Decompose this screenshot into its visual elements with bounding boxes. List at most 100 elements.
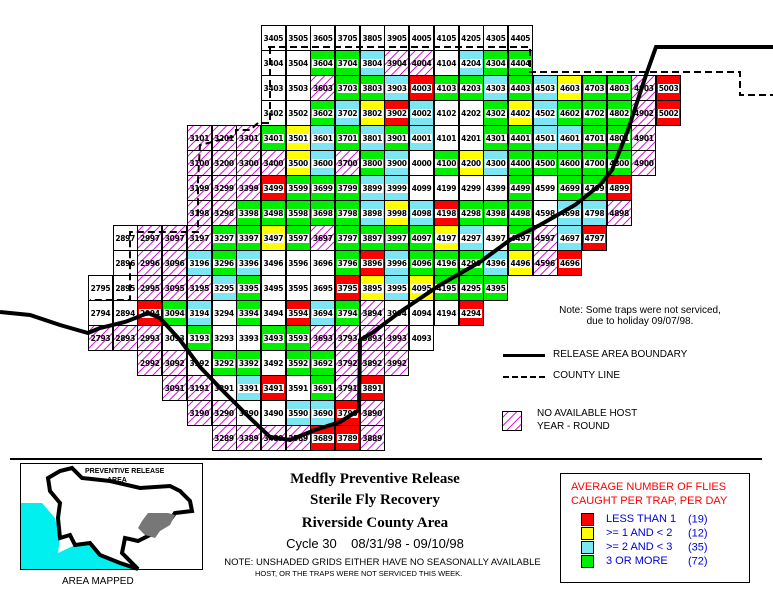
legend-title: CAUGHT PER TRAP, PER DAY xyxy=(571,495,728,507)
grid-cell: 3402 xyxy=(260,100,286,126)
grid-cell-label: 4094 xyxy=(411,308,432,318)
grid-cell: 3094 xyxy=(162,300,188,326)
grid-cell: 4294 xyxy=(458,300,484,326)
grid-cell-label: 2997 xyxy=(140,233,160,243)
grid-cell-label: 4201 xyxy=(461,133,481,143)
grid-cell-label: 3293 xyxy=(214,333,234,343)
grid-cell-label: 3805 xyxy=(362,33,383,43)
grid-cell: 4098 xyxy=(409,200,435,226)
grid-cell: 3092 xyxy=(162,350,188,376)
grid-cell-label: 4298 xyxy=(460,208,482,218)
grid-cell: 3501 xyxy=(285,125,311,151)
grid-cell-label: 4496 xyxy=(509,258,532,268)
grid-cell: 3694 xyxy=(310,300,336,326)
grid-cell-label: 4203 xyxy=(460,83,482,93)
grid-cell-label: 4703 xyxy=(583,83,606,93)
grid-cell-label: 4400 xyxy=(509,158,532,168)
inset-map-drawing xyxy=(20,463,203,571)
grid-cell: 3500 xyxy=(285,150,311,176)
grid-cell: 4197 xyxy=(433,225,459,251)
grid-cell: 4199 xyxy=(433,175,459,201)
grid-cell-label: 3601 xyxy=(311,133,334,143)
grid-cell: 3789 xyxy=(335,425,360,451)
grid-cell: 3596 xyxy=(285,250,311,276)
grid-cell: 3391 xyxy=(236,375,262,401)
grid-cell-label: 3594 xyxy=(287,308,309,318)
grid-cell-label: 4402 xyxy=(509,108,532,118)
grid-cell: 3603 xyxy=(310,75,336,101)
grid-cell-label: 3395 xyxy=(237,283,260,293)
grid-cell-label: 3794 xyxy=(336,308,359,318)
inset-label: AREA xyxy=(107,477,127,484)
grid-cell: 3901 xyxy=(384,125,410,151)
grid-cell: 4900 xyxy=(631,150,657,176)
grid-cell: 4398 xyxy=(483,200,509,226)
grid-cell-label: 4200 xyxy=(460,158,482,168)
grid-cell-label: 4095 xyxy=(410,283,433,293)
grid-cell: 3604 xyxy=(310,50,336,76)
grid-cell-label: 4300 xyxy=(484,158,507,168)
grid-cell-label: 3401 xyxy=(262,133,285,143)
legend-label: >= 2 AND < 3 xyxy=(606,541,673,554)
legend-count: (35) xyxy=(688,541,708,554)
grid-cell-label: 3197 xyxy=(189,233,210,243)
legend-label: 3 OR MORE xyxy=(606,555,668,568)
grid-cell-label: 3692 xyxy=(311,358,334,368)
grid-cell-label: 4194 xyxy=(436,308,457,318)
grid-cell: 3602 xyxy=(310,100,336,126)
grid-cell-label: 3790 xyxy=(336,408,359,418)
grid-cell: 3393 xyxy=(236,325,262,351)
grid-cell-label: 3095 xyxy=(164,283,185,293)
grid-cell-label: 3496 xyxy=(263,258,284,268)
grid-cell-label: 3295 xyxy=(213,283,235,293)
grid-cell-label: 4093 xyxy=(411,333,432,343)
grid-cell-label: 3592 xyxy=(287,358,309,368)
grid-cell-label: 3093 xyxy=(164,333,185,343)
grid-cell: 3904 xyxy=(384,50,410,76)
grid-cell: 3496 xyxy=(260,250,286,276)
grid-cell-label: 4499 xyxy=(509,183,532,193)
grid-cell-label: 3602 xyxy=(311,108,334,118)
grid-cell-label: 4294 xyxy=(460,308,482,318)
grid-cell-label: 3596 xyxy=(288,258,308,268)
grid-cell-label: 2992 xyxy=(140,358,160,368)
grid-cell: 3196 xyxy=(186,250,212,276)
grid-cell-label: 4500 xyxy=(534,158,556,168)
grid-cell-label: 4196 xyxy=(435,258,458,268)
grid-cell: 4798 xyxy=(582,200,607,226)
grid-cell: 4499 xyxy=(507,175,533,201)
grid-cell-label: 3497 xyxy=(262,233,285,243)
grid-cell: 3993 xyxy=(384,325,410,351)
grid-cell-label: 4395 xyxy=(484,283,507,293)
county-line-west xyxy=(90,47,271,301)
grid-cell-label: 3593 xyxy=(287,333,309,343)
grid-cell-label: 3803 xyxy=(361,83,384,93)
grid-cell-label: 3201 xyxy=(214,133,234,143)
grid-cell-label: 2995 xyxy=(140,283,160,293)
grid-cell-label: 3996 xyxy=(386,258,408,268)
grid-cell-label: 4797 xyxy=(583,233,606,243)
grid-cell: 3291 xyxy=(211,375,237,401)
grid-cell-label: 3695 xyxy=(312,283,333,293)
grid-cell: 4899 xyxy=(606,175,632,201)
grid-cell: 3893 xyxy=(359,325,385,351)
grid-cell-label: 3689 xyxy=(311,433,334,443)
grid-cell-label: 3092 xyxy=(164,358,185,368)
grid-cell: 3600 xyxy=(310,150,336,176)
grid-cell-label: 3993 xyxy=(387,333,407,343)
grid-cell-label: 3789 xyxy=(336,433,359,443)
grid-cell-label: 2897 xyxy=(115,233,136,243)
grid-cell-label: 4502 xyxy=(534,108,556,118)
grid-cell-label: 4001 xyxy=(410,133,433,143)
grid-cell-label: 3801 xyxy=(361,133,384,143)
grid-cell: 3795 xyxy=(335,275,360,301)
grid-cell: 3800 xyxy=(359,150,385,176)
divider xyxy=(10,458,762,460)
grid-cell-label: 3198 xyxy=(189,208,210,218)
grid-cell-label: 3393 xyxy=(238,333,259,343)
fly-count-legend: AVERAGE NUMBER OF FLIES CAUGHT PER TRAP,… xyxy=(560,473,750,583)
grid-cell-label: 4304 xyxy=(484,58,507,68)
grid-cell: 3889 xyxy=(359,425,385,451)
grid-cell-label: 3597 xyxy=(287,233,309,243)
grid-cell: 4797 xyxy=(582,225,607,251)
